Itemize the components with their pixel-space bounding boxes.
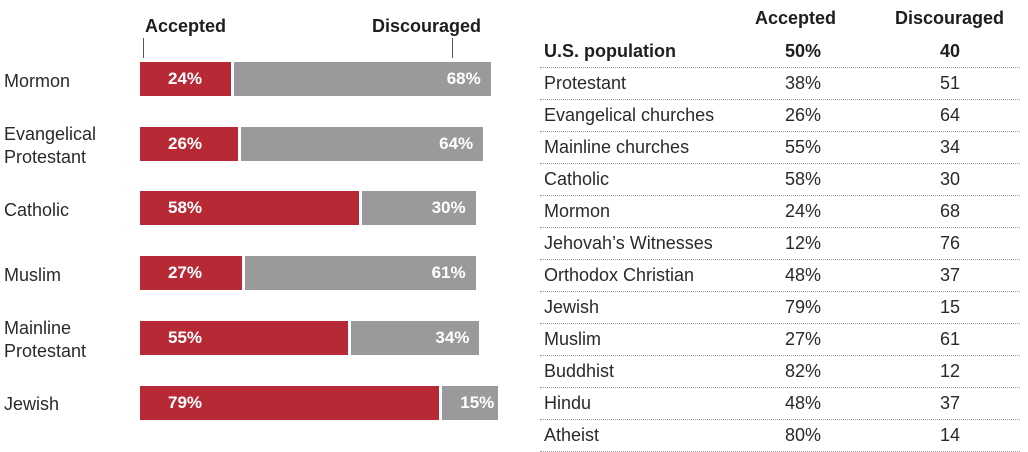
legend-accepted: Accepted [145,16,227,36]
table-cell-group: Muslim [544,329,601,349]
table-cell-discouraged: 76 [939,233,960,253]
legend-accepted-leader [143,38,144,58]
bar-discouraged-value: 30% [431,198,466,218]
table-cell-accepted: 24% [785,201,822,221]
category-label-line: Evangelical [4,123,97,144]
bar-discouraged: 61% [245,256,476,291]
category-label: Jewish [4,393,59,416]
table-cell-group: Atheist [544,425,600,445]
table-row-total: U.S. population 50% 40 [540,35,1020,68]
category-label-line: Mormon [4,70,71,91]
category-label-line: Protestant [4,340,87,361]
category-label-line: Mainline [4,317,72,338]
table-cell-accepted: 80% [785,425,822,445]
bar-accepted-value: 24% [168,69,203,88]
table-cell-group: Jewish [544,297,600,317]
table-row: Atheist 80% 14 [540,419,1020,452]
table-cell-discouraged: 34 [939,137,960,157]
category-label: Evangelical Protestant [4,123,96,169]
table-cell-accepted: 12% [785,233,822,253]
table-cell-group: Orthodox Christian [544,265,695,285]
bar-discouraged-value: 34% [435,327,470,347]
bar-discouraged-value: 64% [439,133,474,153]
table-cell-discouraged: 64 [939,105,960,125]
table-row: Jehovah’s Witnesses 12% 76 [540,227,1020,260]
bar-discouraged: 15% [441,385,499,420]
bar-accepted-value: 58% [168,198,203,218]
table-cell-group: Buddhist [544,361,615,381]
bar-accepted: 58% [140,191,360,226]
category-label-line: Jewish [4,394,60,414]
table-row: Mainline churches 55% 34 [540,131,1020,164]
table-cell-group: Evangelical churches [544,105,715,125]
bar-discouraged: 30% [362,191,476,226]
table-cell-accepted: 48% [785,393,822,413]
table-cell-discouraged: 15 [939,297,960,317]
table-cell-discouraged: 51 [939,73,960,93]
table-cell-accepted: 79% [785,297,822,317]
table-cell-discouraged: 61 [939,329,960,349]
bar-discouraged: 64% [241,126,484,161]
table-cell-discouraged: 37 [939,265,960,285]
table-row: Evangelical churches 26% 64 [540,99,1020,132]
stacked-bar-chart: Accepted Discouraged Mormon 24% 68% Evangel… [0,0,510,442]
table-row: Buddhist 82% 12 [540,355,1020,388]
table-cell-group: Jehovah’s Witnesses [544,233,713,253]
bar-accepted: 27% [140,256,243,291]
table-row: Protestant 38% 51 [540,67,1020,100]
table-cell-discouraged: 37 [939,393,960,413]
table-cell-discouraged: 68 [939,201,960,221]
table-row: Orthodox Christian 48% 37 [540,259,1020,292]
table-cell-accepted: 38% [785,73,822,93]
table-cell-discouraged: 14 [939,425,960,445]
category-label-line: Muslim [4,264,61,285]
table-cell-accepted: 55% [785,137,822,157]
category-label: Mormon [4,70,70,93]
category-label: Muslim [4,264,61,287]
table-cell-accepted: 26% [785,105,822,125]
table-cell-accepted: 82% [785,361,822,381]
bar-accepted: 24% [140,62,231,96]
category-label: Catholic [4,199,69,222]
bar-accepted-value: 55% [168,327,203,347]
table-cell-group: Protestant [544,73,627,93]
table-cell-group: Catholic [544,169,610,189]
legend-discouraged: Discouraged [372,16,482,36]
table-cell-group: U.S. population [544,41,676,61]
table-row: Muslim 27% 61 [540,323,1020,356]
bar-accepted: 79% [140,385,439,420]
table-row: Catholic 58% 30 [540,163,1020,196]
bar-discouraged: 34% [350,320,480,355]
table-row: Jewish 79% 15 [540,291,1020,324]
category-label-line: Catholic [4,199,70,220]
legend-discouraged-leader [452,38,453,58]
table-cell-accepted: 50% [785,41,822,61]
table-cell-accepted: 48% [785,265,822,285]
table-cell-group: Mormon [544,201,611,221]
table-row: Hindu 48% 37 [540,387,1020,420]
bar-accepted-value: 26% [168,133,203,153]
bar-accepted: 55% [140,320,348,355]
table-cell-discouraged: 12 [939,361,960,381]
table-cell-discouraged: 40 [939,41,960,61]
table-cell-group: Mainline churches [544,137,690,157]
bar-accepted-value: 79% [168,392,203,412]
table-cell-accepted: 27% [785,329,822,349]
data-table: Accepted Discouraged U.S. population 50% 4… [540,0,1020,452]
bar-accepted-value: 27% [168,263,203,283]
table-header-discouraged: Discouraged [895,8,1005,28]
bar-discouraged-value: 15% [460,392,495,412]
category-label: Mainline Protestant [4,317,86,363]
bar-discouraged-value: 68% [446,69,481,88]
bar-accepted: 26% [140,126,239,161]
table-cell-accepted: 58% [785,169,822,189]
table-cell-group: Hindu [544,393,592,413]
bar-discouraged: 68% [233,62,491,96]
table-cell-discouraged: 30 [939,169,960,189]
category-label-line: Protestant [4,146,87,167]
table-header-accepted: Accepted [755,8,837,28]
table-row: Mormon 24% 68 [540,195,1020,228]
bar-discouraged-value: 61% [431,263,466,283]
